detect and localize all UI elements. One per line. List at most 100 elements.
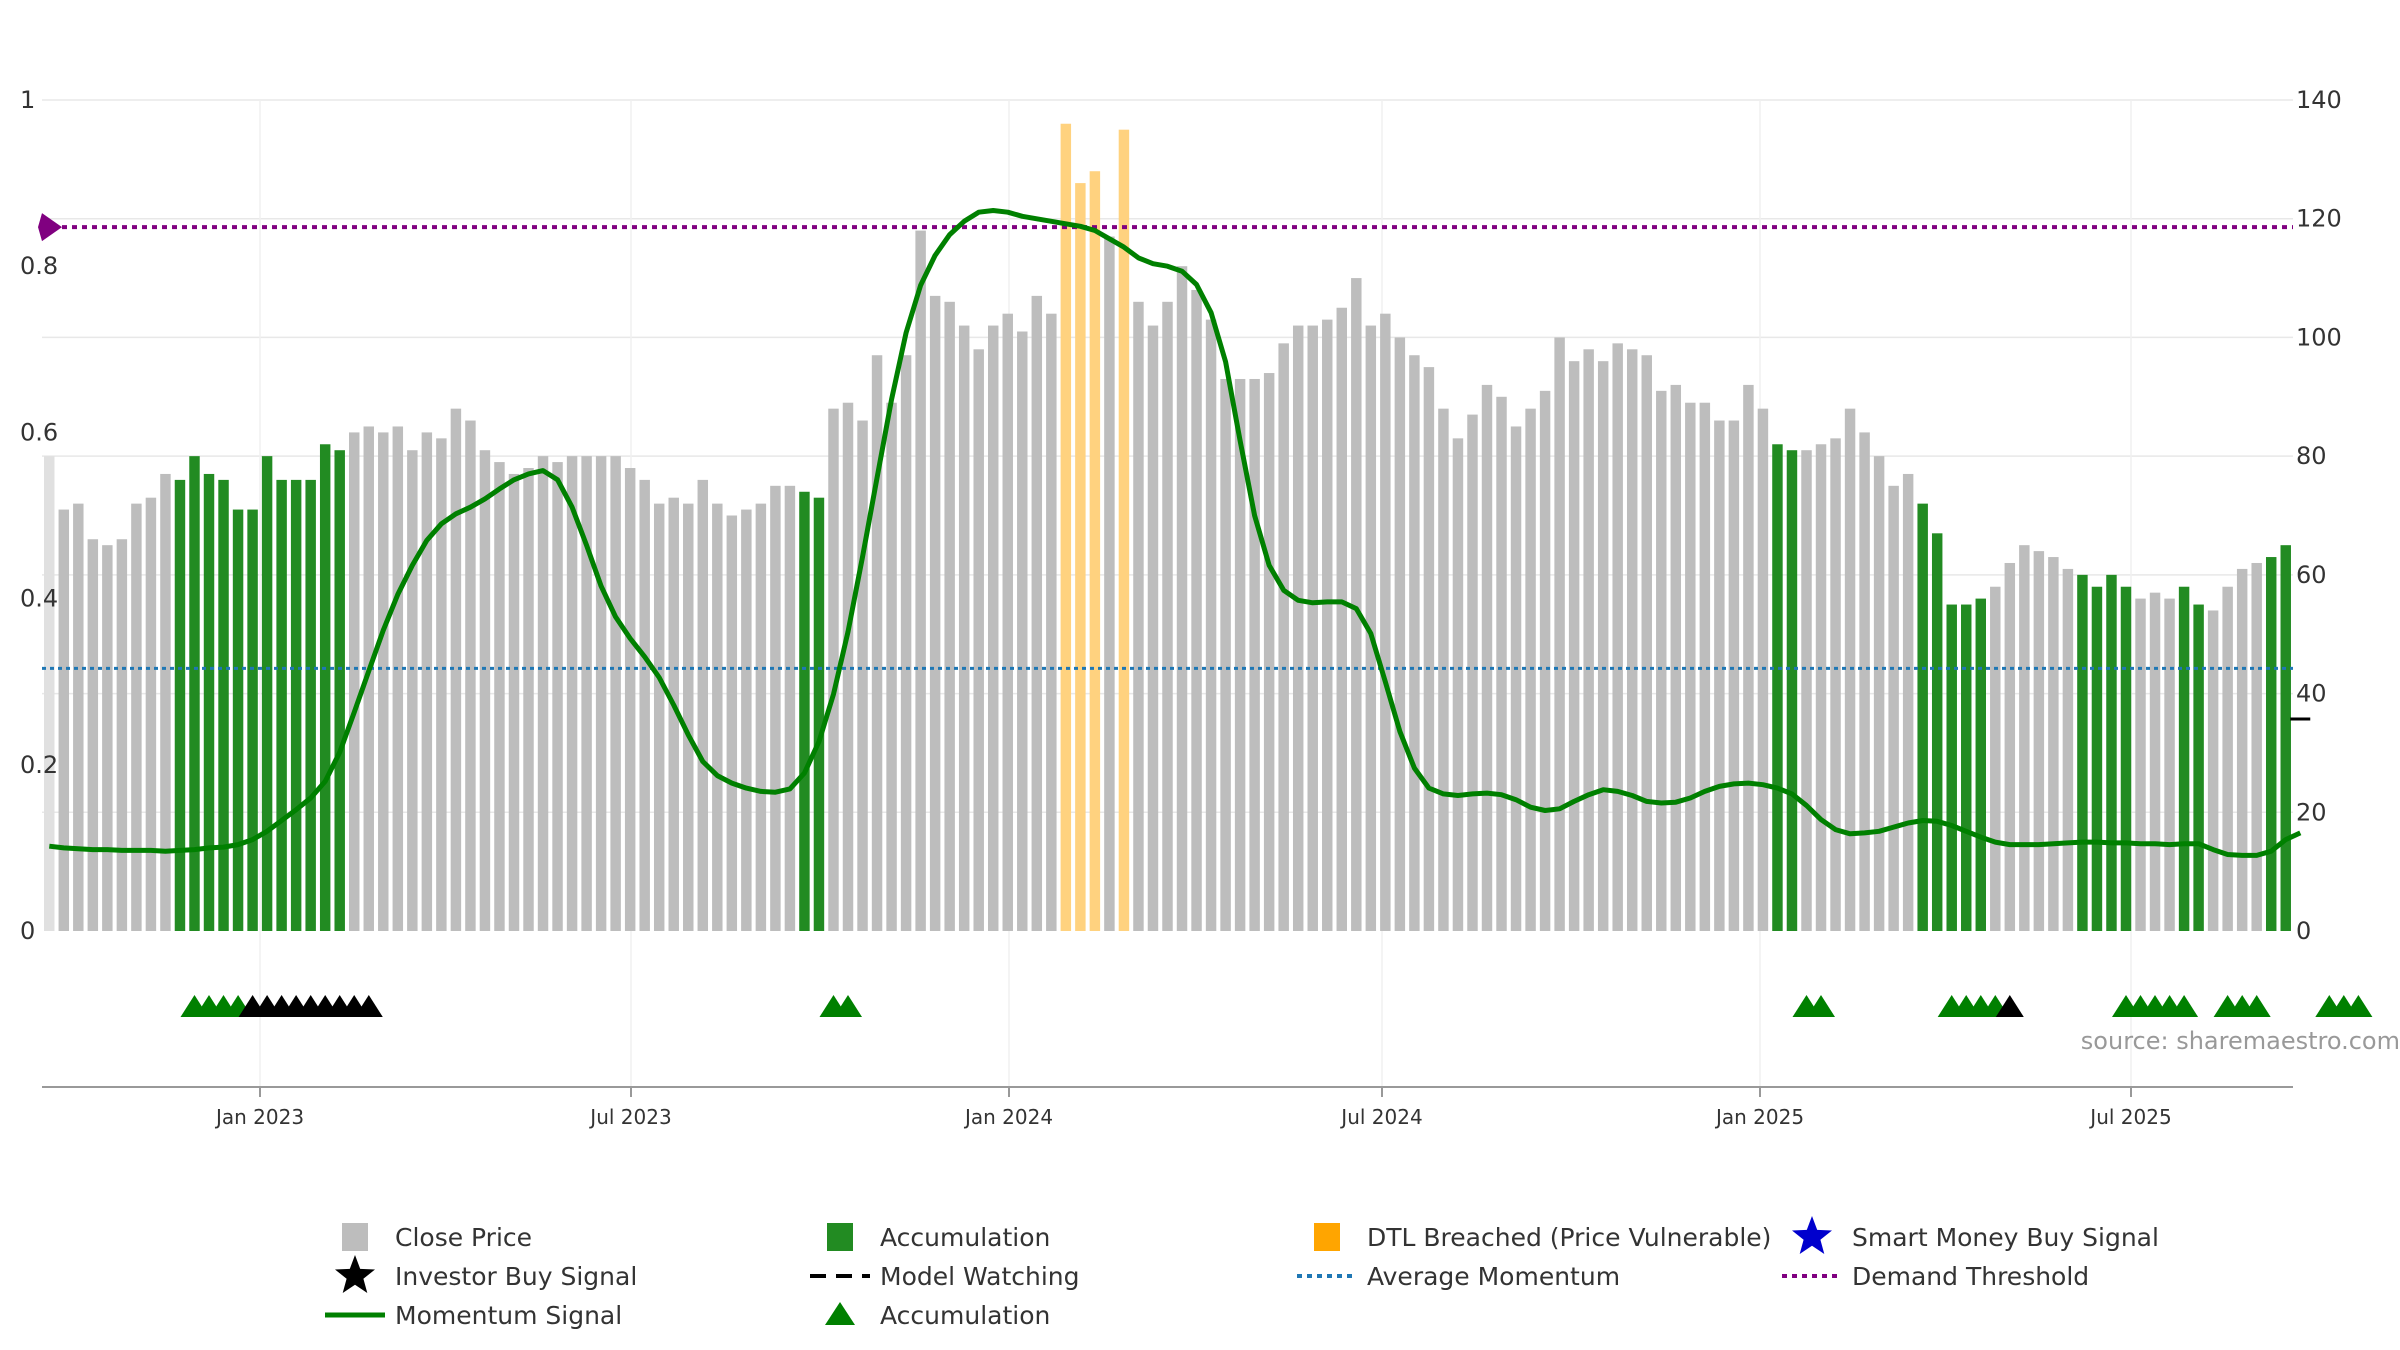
left-tick-label: 0.8	[20, 252, 58, 280]
accumulation-bar	[174, 479, 186, 931]
close-price-bar	[973, 349, 984, 931]
legend-label: Smart Money Buy Signal	[1852, 1223, 2159, 1252]
legend: Close Price Accumulation DTL Breached (Pri…	[325, 1216, 2159, 1330]
close-price-bar	[668, 497, 679, 931]
close-price-bar	[1220, 378, 1231, 932]
left-tick-label: 0	[20, 917, 35, 945]
close-price-bar	[2062, 568, 2074, 931]
accumulation-bar	[2265, 557, 2277, 931]
close-price-bar	[1728, 420, 1740, 931]
legend-green-triangle-icon	[825, 1302, 855, 1325]
close-price-bar	[2048, 557, 2059, 931]
accumulation-bar	[189, 456, 200, 931]
left-tick-label: 1	[20, 86, 35, 114]
close-price-bar	[1888, 485, 1899, 931]
right-tick-label: 80	[2296, 442, 2327, 470]
legend-label: Average Momentum	[1367, 1262, 1620, 1291]
legend-item: Accumulation	[827, 1223, 1050, 1252]
close-price-bar	[1496, 396, 1507, 931]
close-price-bar	[2207, 610, 2219, 931]
close-price-bar	[726, 515, 738, 931]
close-price-bar	[552, 462, 563, 931]
accumulation-bar	[1961, 604, 1972, 931]
legend-item: Close Price	[342, 1223, 532, 1252]
close-price-bar	[1002, 313, 1013, 931]
legend-swatch-close-price	[342, 1223, 368, 1251]
close-price-bar	[1046, 313, 1057, 931]
close-price-bar	[1452, 438, 1464, 931]
accumulation-bar	[247, 509, 258, 931]
close-price-bar	[1554, 337, 1565, 931]
close-price-bar	[1409, 355, 1420, 931]
legend-black-star-icon	[335, 1255, 375, 1293]
close-price-bar	[2251, 562, 2262, 931]
close-price-bar	[828, 408, 839, 931]
close-price-bar	[1670, 384, 1682, 931]
legend-label: DTL Breached (Price Vulnerable)	[1367, 1223, 1771, 1252]
close-price-bar	[1147, 325, 1159, 931]
close-price-bar	[363, 426, 374, 931]
legend-label: Close Price	[395, 1223, 532, 1252]
close-price-bar	[1263, 373, 1275, 931]
close-price-bar	[1322, 319, 1333, 931]
close-price-bar	[1017, 331, 1028, 931]
close-price-bar	[871, 355, 883, 931]
close-price-bar	[1539, 390, 1551, 932]
right-tick-label: 40	[2296, 680, 2327, 708]
close-price-bar	[87, 539, 99, 931]
legend-item: Accumulation	[825, 1301, 1050, 1330]
close-price-bar	[1423, 367, 1435, 931]
accumulation-bar	[290, 479, 302, 931]
close-price-bar	[624, 468, 636, 931]
right-tick-label: 100	[2296, 323, 2342, 351]
close-price-bar	[2033, 551, 2045, 931]
close-price-bar	[1815, 444, 1827, 931]
accumulation-bar	[334, 450, 345, 931]
legend-label: Accumulation	[880, 1223, 1050, 1252]
accumulation-bar	[1931, 533, 1943, 931]
close-price-bar	[1510, 426, 1522, 931]
dtl-breached-bar	[1118, 129, 1130, 931]
right-tick-label: 60	[2296, 561, 2327, 589]
close-price-bar	[1743, 384, 1754, 931]
close-price-bar	[1902, 473, 1914, 931]
right-tick-label: 0	[2296, 917, 2311, 945]
close-price-bar	[566, 456, 578, 931]
close-price-bar	[1699, 402, 1711, 932]
close-price-bar	[1176, 266, 1188, 931]
close-price-bar	[683, 503, 694, 931]
accumulation-marker	[2170, 995, 2199, 1017]
accumulation-bar	[1946, 604, 1957, 931]
close-price-bar	[2236, 568, 2248, 931]
demand-threshold-marker	[38, 213, 62, 242]
legend-item: Average Momentum	[1297, 1262, 1620, 1291]
close-price-bar	[2222, 586, 2233, 931]
marker-layer	[180, 717, 2373, 1017]
close-price-bar	[407, 450, 418, 931]
close-price-bar	[1234, 378, 1246, 932]
bars-layer	[44, 123, 2291, 932]
close-price-bar	[2004, 562, 2016, 931]
x-tick-label: Jul 2025	[2088, 1105, 2171, 1129]
close-price-bar	[465, 420, 476, 931]
left-tick-label: 0.2	[20, 751, 58, 779]
close-price-bar	[44, 456, 55, 931]
x-tick-label: Jan 2024	[963, 1105, 1053, 1129]
legend-label: Investor Buy Signal	[395, 1262, 637, 1291]
close-price-bar	[1656, 390, 1667, 932]
accumulation-bar	[1772, 444, 1783, 931]
close-price-bar	[988, 325, 999, 931]
close-price-bar	[653, 503, 665, 931]
accumulation-bar	[2091, 586, 2103, 931]
close-price-bar	[1249, 378, 1260, 932]
accumulation-bar	[305, 479, 316, 931]
reference-lines	[38, 213, 2293, 670]
left-tick-label: 0.4	[20, 585, 58, 613]
close-price-bar	[1859, 432, 1870, 931]
close-price-bar	[1568, 361, 1580, 931]
close-price-bar	[1873, 456, 1885, 931]
investor-buy-marker	[1995, 995, 2024, 1017]
close-price-bar	[1714, 420, 1725, 931]
dtl-breached-bar	[1075, 183, 1086, 932]
accumulation-bar	[2106, 574, 2117, 931]
